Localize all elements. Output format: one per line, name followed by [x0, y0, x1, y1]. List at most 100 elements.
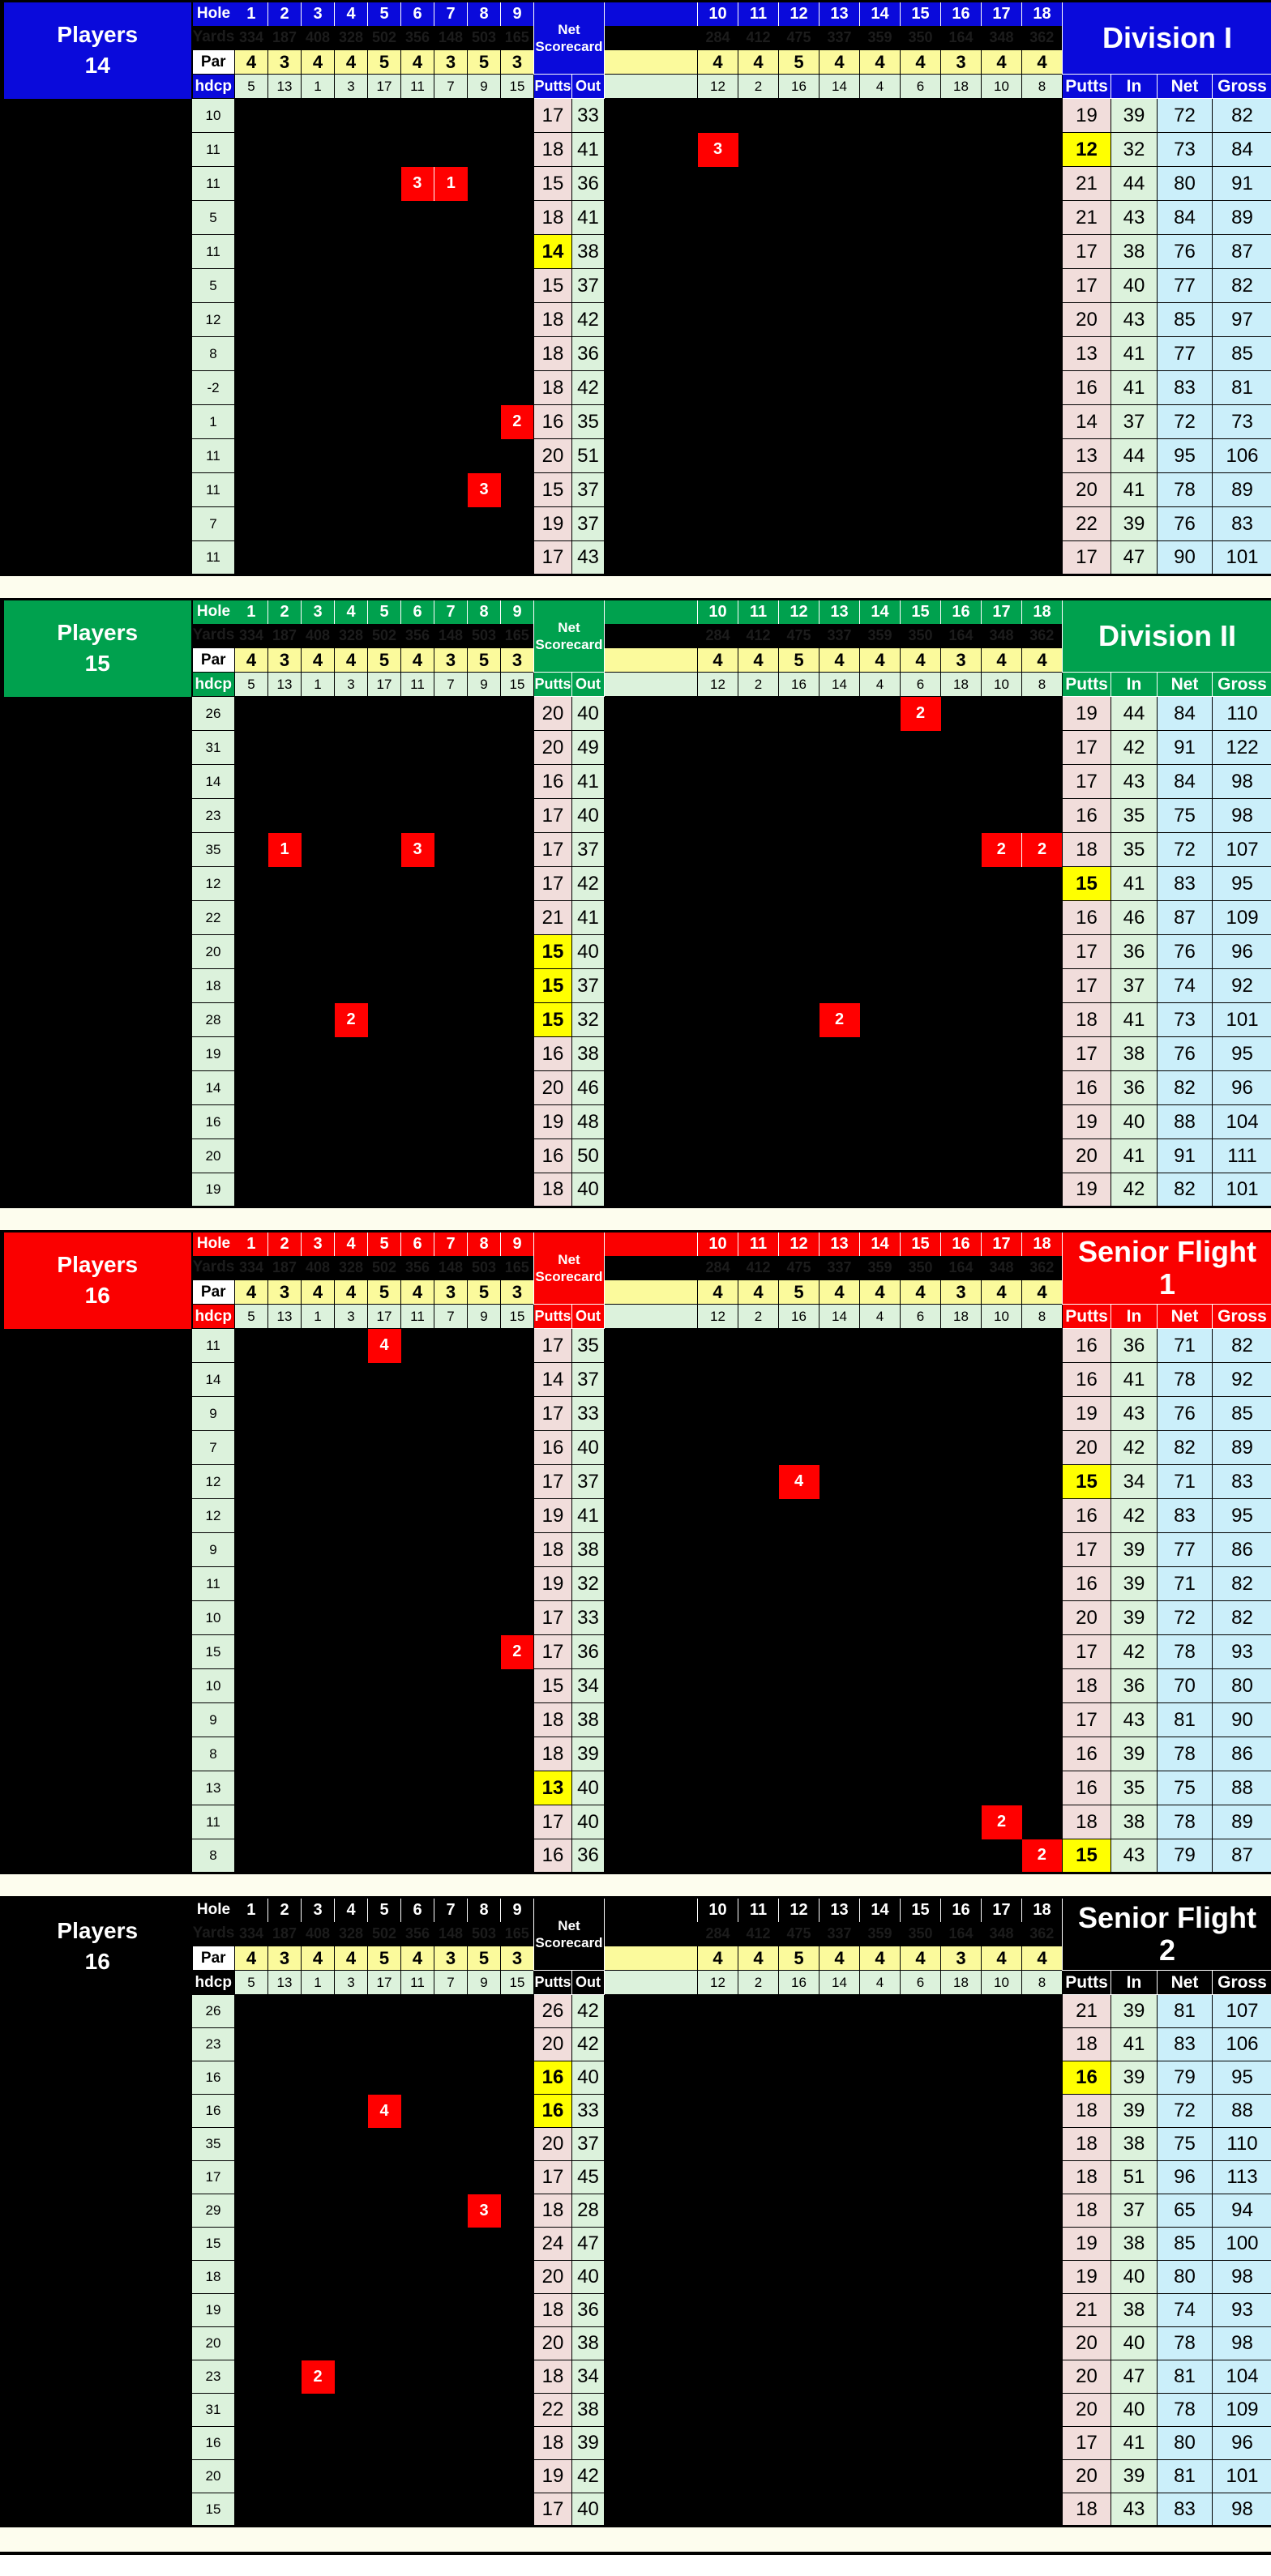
out-cell[interactable]: 38	[571, 234, 605, 269]
hole-score-cell[interactable]	[778, 1994, 820, 2028]
hole-hdcp-cell[interactable]: 12	[697, 74, 738, 99]
hole-score-cell[interactable]	[819, 798, 860, 833]
hole-score-cell[interactable]	[981, 1036, 1022, 1071]
hole-score-cell[interactable]	[900, 866, 941, 901]
hole-score-cell[interactable]	[819, 968, 860, 1003]
hole-score-cell[interactable]	[334, 1566, 368, 1601]
hole-score-cell[interactable]	[738, 2160, 779, 2194]
hole-score-cell[interactable]	[778, 900, 820, 935]
net-cell[interactable]: 85	[1157, 2227, 1213, 2261]
hole-score-cell[interactable]	[900, 2027, 941, 2061]
hole-score-cell[interactable]	[400, 2493, 434, 2527]
hole-header-cell[interactable]: 15	[900, 1, 941, 26]
hole-score-cell[interactable]	[467, 2061, 501, 2095]
hole-score-cell[interactable]	[859, 268, 901, 303]
putts-cell[interactable]: 18	[533, 336, 572, 371]
hole-score-cell[interactable]	[367, 200, 401, 235]
hole-score-cell[interactable]	[434, 1805, 468, 1839]
hole-score-cell[interactable]	[234, 1104, 268, 1139]
hole-hdcp-cell[interactable]: 13	[267, 1970, 302, 1995]
spacer-cell[interactable]	[604, 1304, 698, 1329]
hole-score-cell[interactable]	[859, 2227, 901, 2261]
spacer-cell[interactable]	[604, 798, 698, 833]
hole-score-cell[interactable]	[819, 2326, 860, 2360]
hole-score-cell[interactable]	[400, 472, 434, 507]
hole-score-cell[interactable]	[940, 798, 982, 833]
hole-score-cell[interactable]	[267, 2360, 302, 2394]
out-header[interactable]: Out	[571, 1304, 605, 1329]
gross-cell[interactable]: 98	[1211, 764, 1271, 799]
yards-cell[interactable]: 356	[400, 1255, 434, 1280]
hole-score-cell[interactable]	[940, 1036, 982, 1071]
hole-score-cell[interactable]	[367, 132, 401, 167]
player-hdcp-cell[interactable]: 20	[191, 2459, 235, 2493]
par-cell[interactable]: 4	[900, 1279, 941, 1305]
putts-cell[interactable]: 18	[533, 1173, 572, 1207]
gross-cell[interactable]: 93	[1212, 1634, 1271, 1669]
in-header[interactable]: In	[1111, 74, 1158, 99]
player-hdcp-cell[interactable]: 23	[191, 798, 235, 833]
player-hdcp-cell[interactable]: 17	[191, 2160, 235, 2194]
hole-score-cell[interactable]	[859, 2360, 901, 2394]
hole-score-cell[interactable]	[738, 1634, 779, 1669]
hole-score-cell[interactable]	[819, 98, 860, 133]
player-name-cell[interactable]	[2, 438, 192, 473]
hole-score-cell[interactable]	[400, 2227, 434, 2261]
gross-cell[interactable]: 101	[1212, 2459, 1271, 2493]
hole-score-cell[interactable]	[900, 1994, 941, 2028]
yards-cell[interactable]: 187	[267, 1255, 302, 1280]
player-name-cell[interactable]	[2, 730, 192, 765]
hole-score-cell[interactable]	[900, 2094, 941, 2128]
hole-score-cell[interactable]	[1021, 2194, 1063, 2228]
hole-score-cell[interactable]	[234, 404, 268, 439]
putts-cell[interactable]: 16	[533, 1430, 572, 1465]
putts-cell[interactable]: 16	[533, 1839, 572, 1873]
hole-score-cell[interactable]	[940, 2027, 982, 2061]
hole-score-cell[interactable]	[467, 1138, 501, 1173]
par-cell[interactable]: 4	[859, 647, 901, 673]
putts-cell[interactable]: 17	[1062, 268, 1111, 303]
hole-score-cell[interactable]	[697, 506, 738, 541]
hole-score-cell[interactable]	[234, 1600, 268, 1635]
hole-score-cell[interactable]	[301, 234, 335, 269]
hole-score-cell[interactable]	[819, 1634, 860, 1669]
hole-score-cell[interactable]	[500, 98, 534, 133]
hole-score-cell[interactable]	[940, 2326, 982, 2360]
hole-score-cell[interactable]	[267, 2293, 302, 2327]
hole-score-cell[interactable]	[981, 1362, 1022, 1397]
hole-score-cell[interactable]	[738, 934, 779, 969]
spacer-cell[interactable]	[604, 2493, 698, 2527]
putts-cell[interactable]: 17	[533, 866, 572, 901]
hole-score-cell[interactable]	[738, 730, 779, 765]
hole-score-cell[interactable]	[900, 1498, 941, 1533]
putts-cell[interactable]: 17	[1062, 2426, 1111, 2460]
net-cell[interactable]: 84	[1157, 764, 1213, 799]
hole-score-cell[interactable]	[367, 934, 401, 969]
hole-score-cell[interactable]	[400, 1396, 434, 1431]
hole-score-cell[interactable]	[819, 438, 860, 473]
hole-score-cell[interactable]	[367, 2293, 401, 2327]
hole-hdcp-cell[interactable]: 13	[267, 672, 302, 697]
hole-score-cell[interactable]	[859, 2326, 901, 2360]
spacer-cell[interactable]	[604, 730, 698, 765]
hole-score-cell[interactable]	[234, 1173, 268, 1207]
hole-score-cell[interactable]	[334, 1070, 368, 1105]
hole-score-cell[interactable]	[981, 968, 1022, 1003]
hole-score-cell[interactable]	[819, 2194, 860, 2228]
hole-score-cell[interactable]	[859, 730, 901, 765]
hole-score-cell[interactable]	[234, 764, 268, 799]
in-cell[interactable]: 46	[1111, 900, 1158, 935]
hole-score-cell[interactable]	[981, 1994, 1022, 2028]
hole-score-cell[interactable]	[301, 370, 335, 405]
spacer-cell[interactable]	[604, 2393, 698, 2427]
spacer-cell[interactable]	[604, 1566, 698, 1601]
in-cell[interactable]: 32	[1111, 132, 1158, 167]
par-cell[interactable]: 3	[434, 1279, 468, 1305]
hole-score-cell[interactable]	[500, 2061, 534, 2095]
out-cell[interactable]: 38	[571, 1036, 605, 1071]
hole-score-cell[interactable]	[738, 2459, 779, 2493]
spacer-cell[interactable]	[604, 1173, 698, 1207]
hole-hdcp-cell[interactable]: 16	[778, 672, 820, 697]
players-count-block[interactable]: Players 16	[2, 1231, 193, 1329]
spacer-cell[interactable]	[604, 370, 698, 405]
